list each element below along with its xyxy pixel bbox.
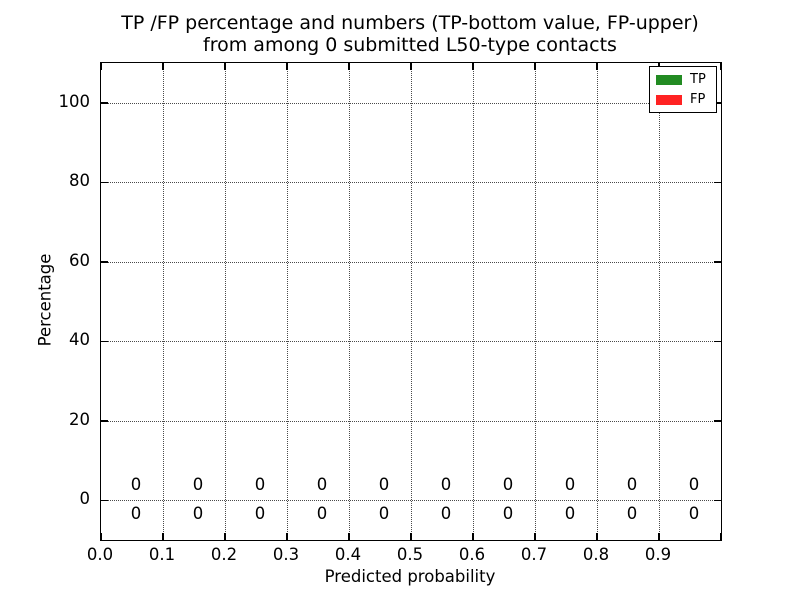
plot-area: TP FP 0 0 0 0 0 0 0 0 0 0 0 0 0 0 0 0 0 0 0 0 [100, 62, 722, 541]
x-tick-mark [720, 63, 722, 70]
x-tick-mark [224, 533, 226, 540]
v-gridline [225, 63, 226, 540]
fp-value-label: 0 [192, 475, 204, 495]
y-tick-mark [714, 340, 721, 342]
x-tick-mark [658, 533, 660, 540]
y-tick-label: 100 [58, 91, 91, 111]
tp-value-label: 0 [440, 504, 452, 524]
v-gridline [535, 63, 536, 540]
y-tick-mark [101, 261, 108, 263]
x-tick-mark [348, 63, 350, 70]
x-tick-label: 0.2 [210, 545, 238, 564]
tp-value-label: 0 [502, 504, 514, 524]
tp-value-label: 0 [316, 504, 328, 524]
y-tick-mark [101, 181, 108, 183]
x-tick-label: 0.5 [396, 545, 424, 564]
y-tick-label: 40 [69, 330, 90, 350]
v-gridline [287, 63, 288, 540]
v-gridline [473, 63, 474, 540]
fp-value-label: 0 [440, 475, 452, 495]
x-tick-label: 0.8 [582, 545, 610, 564]
fp-value-label: 0 [378, 475, 390, 495]
y-tick-mark [714, 420, 721, 422]
x-tick-mark [596, 63, 598, 70]
x-tick-mark [534, 533, 536, 540]
y-tick-mark [714, 261, 721, 263]
fp-legend-label: FP [690, 92, 706, 107]
y-tick-mark [101, 420, 108, 422]
x-tick-mark [224, 63, 226, 70]
legend: TP FP [649, 66, 717, 113]
fp-value-label: 0 [254, 475, 266, 495]
fp-value-label: 0 [502, 475, 514, 495]
x-tick-label: 0.1 [148, 545, 176, 564]
fp-value-label: 0 [130, 475, 142, 495]
legend-item-fp: FP [656, 93, 710, 106]
chart-title-line2: from among 0 submitted L50-type contacts [203, 34, 617, 56]
v-gridline [349, 63, 350, 540]
x-tick-mark [534, 63, 536, 70]
y-tick-mark [101, 102, 108, 104]
v-gridline [411, 63, 412, 540]
x-tick-label: 0.0 [86, 545, 114, 564]
fp-value-label: 0 [316, 475, 328, 495]
chart-title-line1: TP /FP percentage and numbers (TP-bottom… [121, 12, 699, 34]
fp-value-label: 0 [564, 475, 576, 495]
x-tick-mark [162, 533, 164, 540]
fp-value-label: 0 [688, 475, 700, 495]
y-tick-label: 60 [69, 250, 90, 270]
x-tick-mark [100, 533, 102, 540]
x-tick-mark [720, 533, 722, 540]
x-tick-mark [410, 533, 412, 540]
x-tick-label: 0.4 [334, 545, 362, 564]
tp-value-label: 0 [192, 504, 204, 524]
x-tick-mark [410, 63, 412, 70]
x-tick-mark [348, 533, 350, 540]
y-tick-label: 80 [69, 171, 90, 191]
y-tick-mark [101, 340, 108, 342]
y-tick-label: 0 [79, 489, 91, 509]
x-tick-label: 0.6 [458, 545, 486, 564]
y-tick-label: 20 [69, 409, 90, 429]
x-tick-mark [472, 63, 474, 70]
tp-value-label: 0 [130, 504, 142, 524]
x-tick-mark [100, 63, 102, 70]
legend-item-tp: TP [656, 73, 710, 86]
tp-value-label: 0 [626, 504, 638, 524]
tp-legend-swatch [656, 74, 682, 85]
tp-value-label: 0 [564, 504, 576, 524]
x-tick-label: 0.9 [644, 545, 672, 564]
y-tick-mark [101, 499, 108, 501]
x-tick-mark [472, 533, 474, 540]
fp-legend-swatch [656, 94, 682, 105]
v-gridline [163, 63, 164, 540]
x-tick-mark [596, 533, 598, 540]
x-tick-mark [286, 533, 288, 540]
y-tick-mark [714, 499, 721, 501]
x-tick-mark [286, 63, 288, 70]
y-tick-mark [714, 102, 721, 104]
x-tick-mark [162, 63, 164, 70]
x-tick-label: 0.7 [520, 545, 548, 564]
y-tick-mark [714, 181, 721, 183]
tp-legend-label: TP [690, 72, 706, 87]
x-axis-label: Predicted probability [324, 567, 496, 586]
tp-value-label: 0 [378, 504, 390, 524]
tp-value-label: 0 [688, 504, 700, 524]
chart-title: TP /FP percentage and numbers (TP-bottom… [100, 12, 720, 56]
v-gridline [659, 63, 660, 540]
tp-value-label: 0 [254, 504, 266, 524]
v-gridline [597, 63, 598, 540]
fp-value-label: 0 [626, 475, 638, 495]
x-tick-label: 0.3 [272, 545, 300, 564]
